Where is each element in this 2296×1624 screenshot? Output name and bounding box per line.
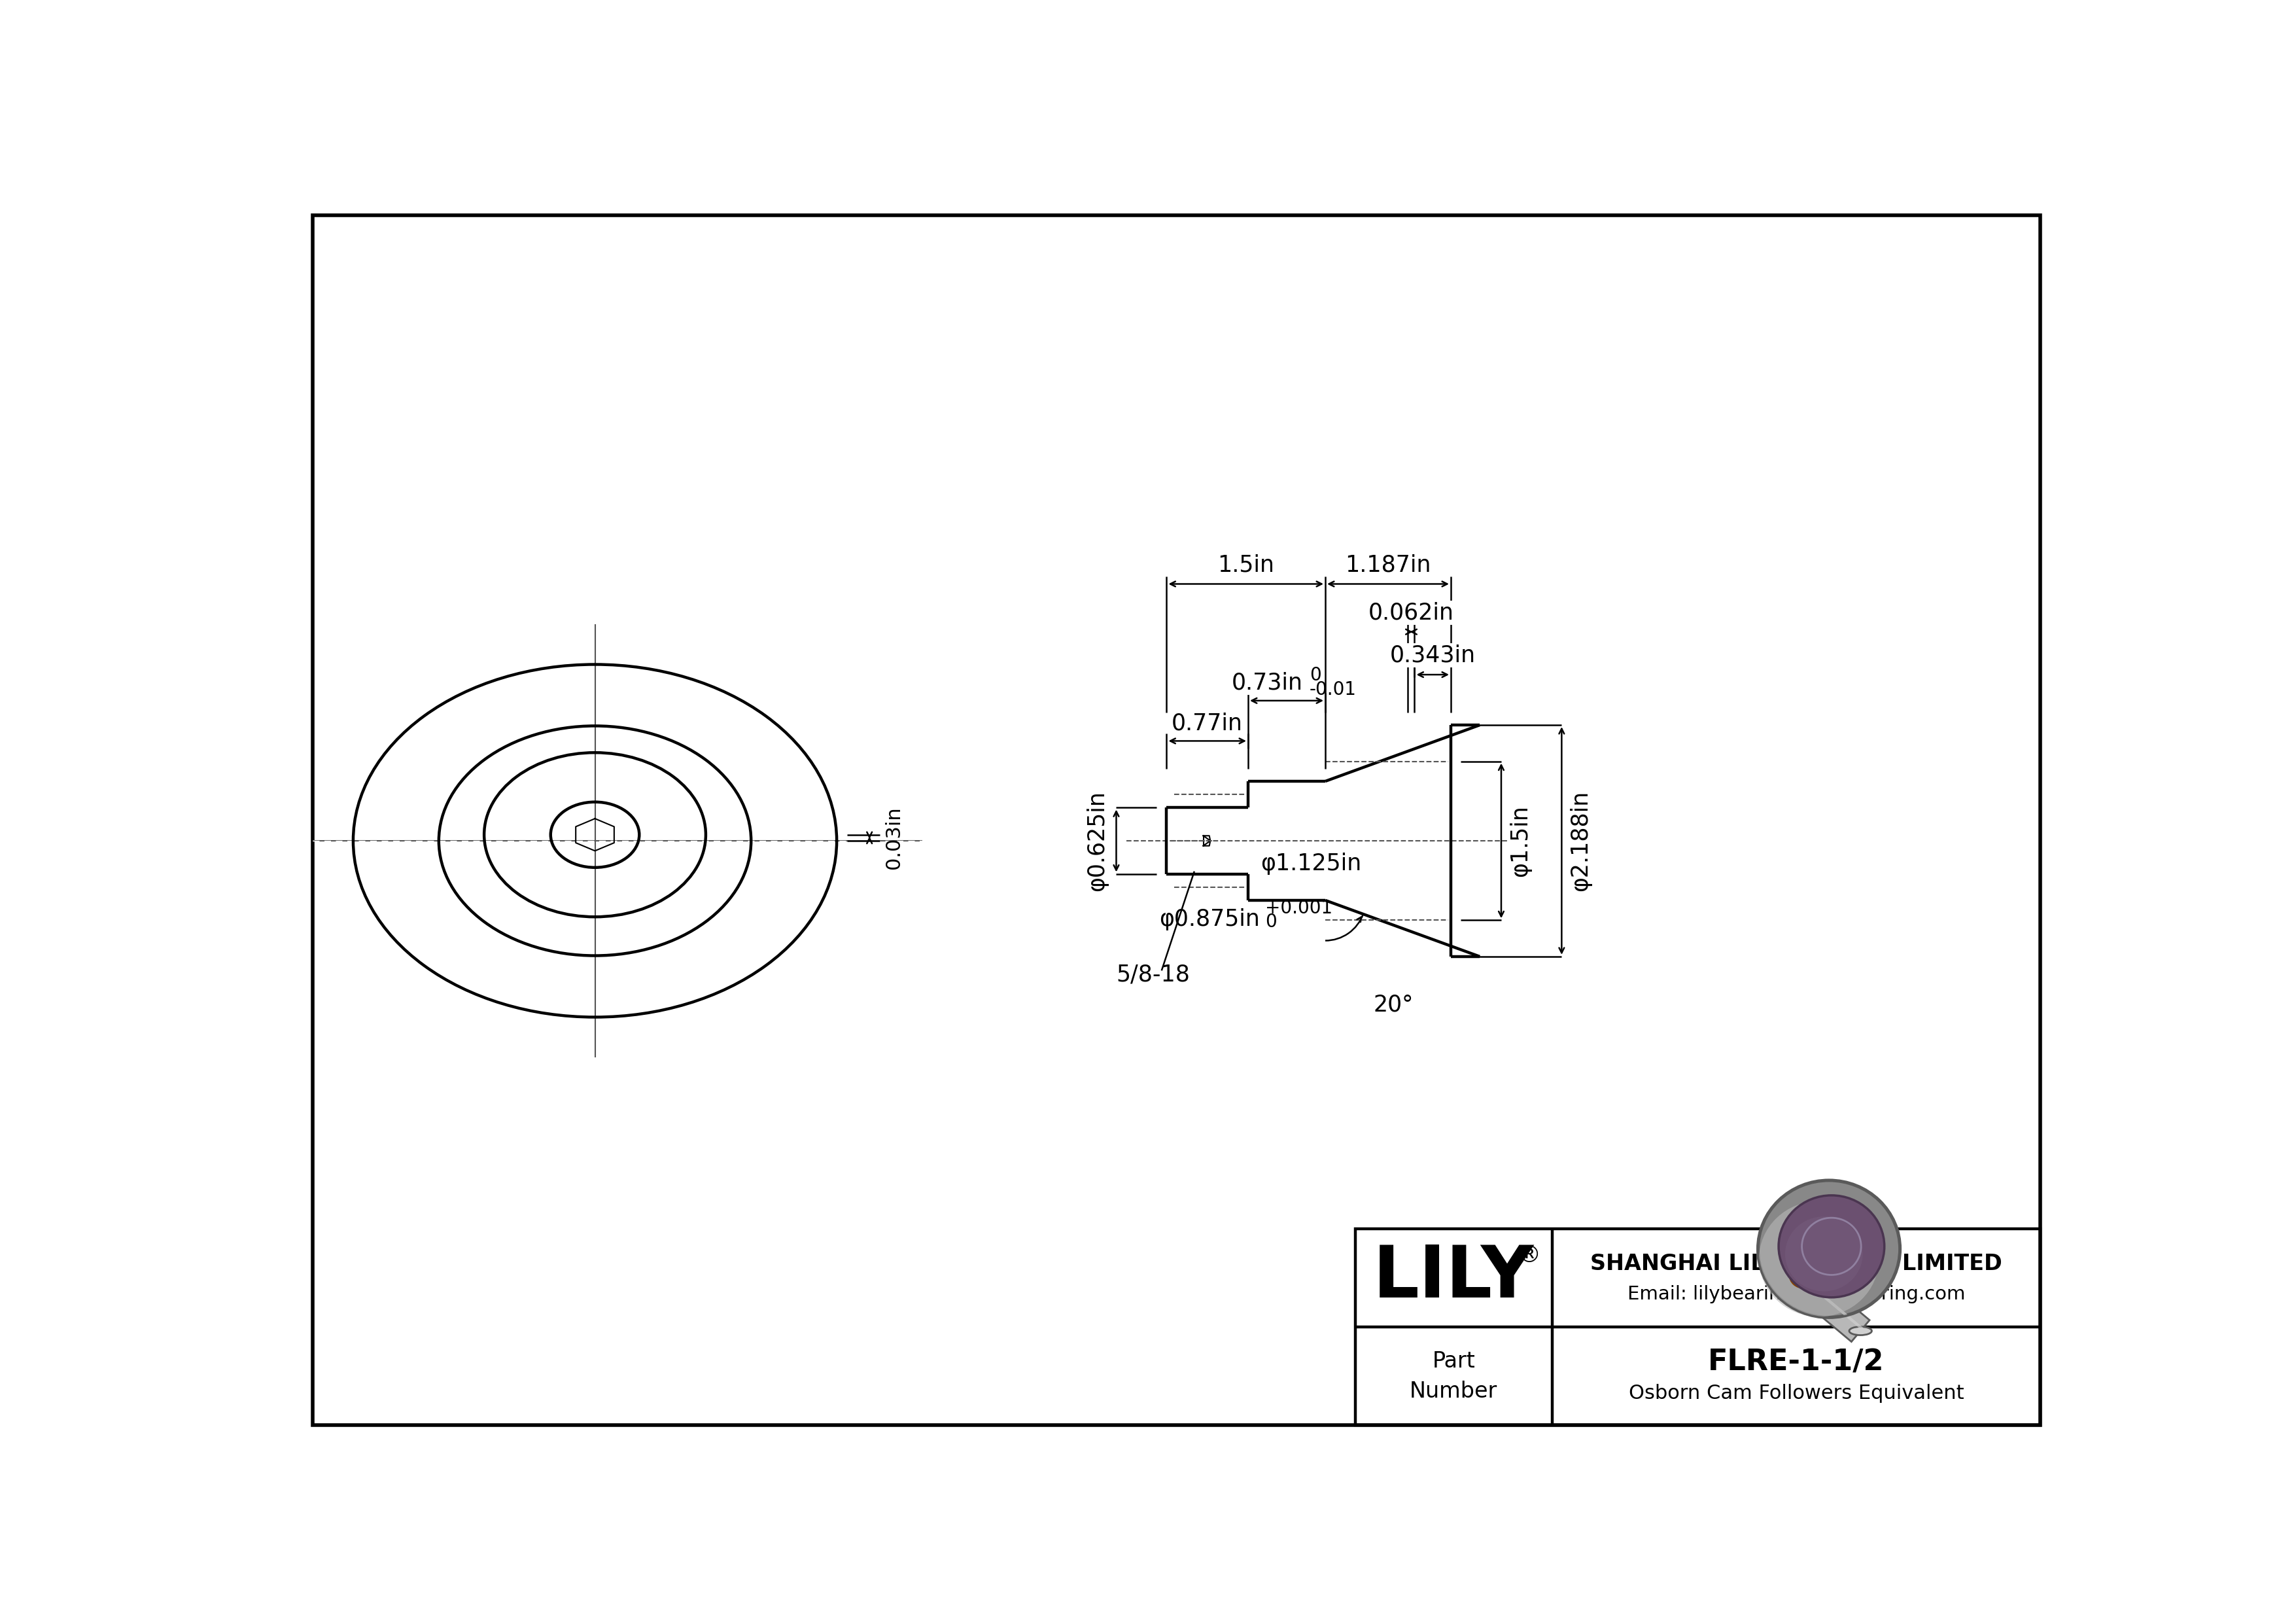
Text: 5/8-18: 5/8-18 bbox=[1116, 963, 1189, 986]
Text: 0: 0 bbox=[1309, 666, 1320, 685]
Text: Osborn Cam Followers Equivalent: Osborn Cam Followers Equivalent bbox=[1628, 1384, 1963, 1403]
Text: φ2.188in: φ2.188in bbox=[1570, 791, 1591, 892]
Ellipse shape bbox=[1848, 1327, 1871, 1335]
Text: Part
Number: Part Number bbox=[1410, 1350, 1497, 1402]
Text: 0.03in: 0.03in bbox=[884, 807, 905, 869]
Ellipse shape bbox=[1759, 1181, 1899, 1317]
Text: Email: lilybearing@lily-bearing.com: Email: lilybearing@lily-bearing.com bbox=[1628, 1285, 1965, 1302]
Text: -0.01: -0.01 bbox=[1309, 680, 1357, 698]
Polygon shape bbox=[1800, 1276, 1862, 1330]
Text: LILY: LILY bbox=[1373, 1242, 1534, 1312]
Text: 1.187in: 1.187in bbox=[1345, 554, 1430, 577]
Polygon shape bbox=[1789, 1268, 1869, 1341]
Text: 0: 0 bbox=[1265, 913, 1277, 931]
Text: φ0.625in: φ0.625in bbox=[1086, 791, 1109, 892]
Ellipse shape bbox=[1759, 1202, 1878, 1317]
Text: φ1.5in: φ1.5in bbox=[1508, 806, 1531, 877]
Bar bbox=[1355, 1229, 2041, 1426]
Text: 0.77in: 0.77in bbox=[1171, 713, 1242, 734]
Text: 0.73in: 0.73in bbox=[1233, 672, 1304, 693]
Text: φ1.125in: φ1.125in bbox=[1261, 853, 1362, 875]
Text: 0.062in: 0.062in bbox=[1368, 601, 1453, 624]
Text: SHANGHAI LILY BEARING LIMITED: SHANGHAI LILY BEARING LIMITED bbox=[1591, 1254, 2002, 1275]
Text: 20°: 20° bbox=[1373, 994, 1414, 1015]
Text: ®: ® bbox=[1518, 1244, 1541, 1267]
Ellipse shape bbox=[1786, 1216, 1862, 1291]
Text: FLRE-1-1/2: FLRE-1-1/2 bbox=[1708, 1348, 1885, 1376]
Ellipse shape bbox=[1791, 1262, 1818, 1288]
Text: +0.001: +0.001 bbox=[1265, 900, 1332, 918]
Text: φ0.875in: φ0.875in bbox=[1159, 908, 1261, 931]
Ellipse shape bbox=[1779, 1195, 1885, 1298]
Text: 1.5in: 1.5in bbox=[1217, 554, 1274, 577]
Text: 0.343in: 0.343in bbox=[1389, 645, 1476, 666]
